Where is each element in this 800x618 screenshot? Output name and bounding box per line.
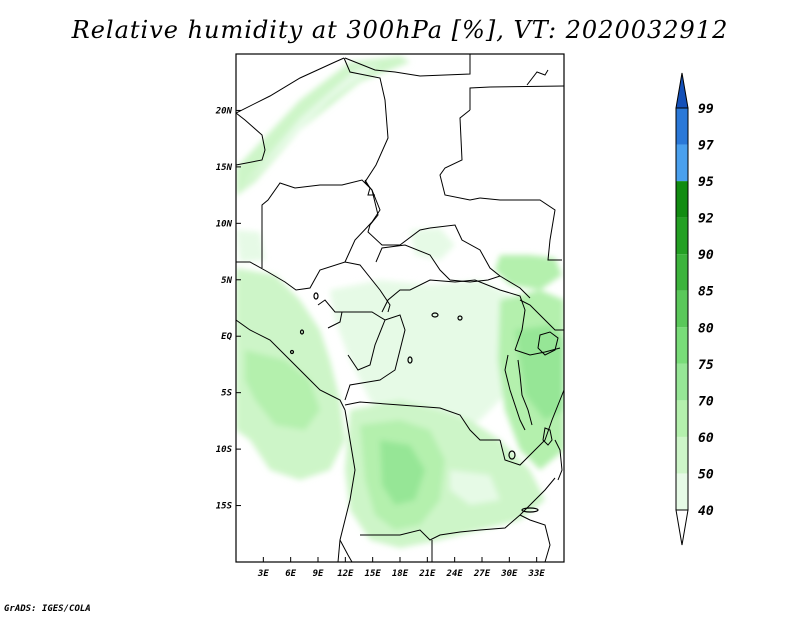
latitude-axis: 20N 15N 10N 5N EQ 5S 10S 15S (215, 106, 241, 512)
lon-tick-label: 24E (446, 569, 464, 579)
lon-tick-label: 30E (500, 569, 518, 579)
colorbar-segment (676, 108, 688, 145)
humidity-band-north (236, 56, 410, 196)
colorbar-segment (676, 436, 688, 474)
colorbar-segment (676, 400, 688, 437)
lat-tick-label: 5N (221, 276, 232, 286)
map-title: Relative humidity at 300hPa [%], VT: 202… (71, 16, 729, 44)
colorbar-label: 95 (698, 175, 714, 190)
colorbar-segment (676, 290, 688, 328)
longitude-axis: 3E 6E 9E 12E 15E 18E 21E 24E 27E 30E 33E (257, 557, 545, 579)
lon-tick-label: 27E (473, 569, 491, 579)
lat-tick-label: 15S (216, 502, 233, 512)
colorbar-segment (676, 327, 688, 364)
humidity-northeast (495, 255, 562, 290)
colorbar-label: 97 (698, 139, 714, 154)
lat-tick-label: 10S (216, 445, 233, 455)
humidity-south-core (380, 440, 425, 505)
lat-tick-label: 10N (216, 219, 233, 229)
colorbar-label: 70 (698, 394, 714, 409)
colorbar-label: 80 (698, 321, 714, 336)
colorbar-label: 60 (698, 431, 714, 446)
colorbar-segment (676, 363, 688, 401)
footer-credit: GrADS: IGES/COLA (4, 604, 91, 614)
lon-tick-label: 18E (392, 569, 409, 579)
colorbar-segment (676, 254, 688, 291)
lat-tick-label: 5S (221, 389, 232, 399)
colorbar-label: 85 (698, 285, 714, 300)
colorbar-label: 75 (698, 358, 714, 373)
colorbar-label: 92 (698, 212, 714, 227)
colorbar-segment (675, 509, 689, 546)
humidity-west-inner (245, 350, 320, 430)
lat-tick-label: 20N (215, 106, 233, 116)
lon-tick-label: 33E (528, 569, 546, 579)
humidity-patch-3 (450, 470, 500, 505)
humidity-central (330, 280, 540, 440)
colorbar-outline (675, 107, 689, 511)
lon-tick-label: 9E (313, 569, 324, 579)
lakes (289, 292, 539, 513)
colorbar-segment (676, 181, 688, 218)
lon-tick-label: 3E (257, 569, 269, 579)
lat-tick-label: EQ (221, 332, 232, 342)
lon-tick-label: 21E (418, 569, 436, 579)
colorbar-segment (675, 72, 689, 109)
humidity-east-inner (515, 325, 564, 420)
colorbar-segment (676, 217, 688, 255)
colorbar-segment (676, 473, 688, 510)
colorbar-segment (676, 144, 688, 182)
lat-tick-label: 15N (216, 163, 233, 173)
colorbar-label: 40 (698, 504, 714, 519)
humidity-field (236, 56, 564, 548)
colorbar-label: 50 (698, 467, 714, 482)
colorbar-label: 90 (698, 248, 714, 263)
humidity-patch-2 (236, 230, 265, 262)
country-borders (236, 54, 564, 562)
colorbar: 40 50 60 70 75 80 85 90 92 95 97 99 (675, 72, 714, 546)
lon-tick-label: 12E (337, 569, 354, 579)
colorbar-label: 99 (698, 102, 714, 117)
lon-tick-label: 6E (285, 569, 296, 579)
lon-tick-label: 15E (365, 569, 382, 579)
